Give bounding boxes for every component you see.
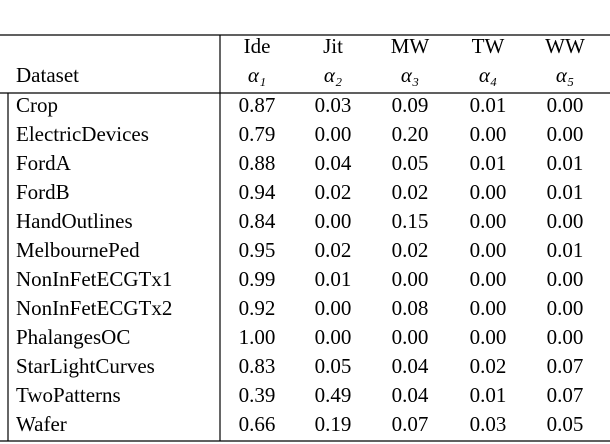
value-cell: 0.01 — [470, 151, 507, 175]
dataset-name: TwoPatterns — [16, 383, 121, 407]
value-cell: 0.04 — [315, 151, 352, 175]
value-cell: 0.05 — [315, 354, 352, 378]
dataset-name: FordA — [16, 151, 72, 175]
value-cell: 0.15 — [392, 209, 429, 233]
value-cell: 0.00 — [470, 122, 507, 146]
value-cell: 0.00 — [470, 296, 507, 320]
value-cell: 0.87 — [239, 93, 276, 117]
value-cell: 0.00 — [315, 296, 352, 320]
header-cell: α₂ — [324, 63, 342, 87]
value-cell: 0.07 — [547, 383, 584, 407]
value-cell: 0.84 — [239, 209, 276, 233]
value-cell: 0.00 — [315, 122, 352, 146]
value-cell: 0.03 — [315, 93, 352, 117]
dataset-name: FordB — [16, 180, 70, 204]
value-cell: 0.39 — [239, 383, 276, 407]
value-cell: 0.02 — [470, 354, 507, 378]
dataset-name: MelbournePed — [16, 238, 140, 262]
value-cell: 0.00 — [547, 93, 584, 117]
value-cell: 0.00 — [392, 267, 429, 291]
dataset-name: NonInFetECGTx1 — [16, 267, 172, 291]
value-cell: 0.19 — [315, 412, 352, 436]
value-cell: 0.92 — [239, 296, 276, 320]
header-cell: Dataset — [16, 63, 79, 87]
value-cell: 0.95 — [239, 238, 276, 262]
dataset-name: Crop — [16, 93, 58, 117]
dataset-name: HandOutlines — [16, 209, 133, 233]
value-cell: 0.05 — [547, 412, 584, 436]
value-cell: 0.79 — [239, 122, 276, 146]
value-cell: 0.02 — [315, 238, 352, 262]
dataset-name: Wafer — [16, 412, 67, 436]
value-cell: 0.66 — [239, 412, 276, 436]
value-cell: 0.04 — [392, 354, 429, 378]
value-cell: 0.00 — [392, 325, 429, 349]
value-cell: 0.00 — [547, 296, 584, 320]
value-cell: 0.01 — [315, 267, 352, 291]
value-cell: 0.00 — [315, 325, 352, 349]
value-cell: 0.99 — [239, 267, 276, 291]
value-cell: 0.01 — [470, 383, 507, 407]
value-cell: 0.05 — [392, 151, 429, 175]
dataset-name: PhalangesOC — [16, 325, 130, 349]
value-cell: 0.00 — [470, 238, 507, 262]
value-cell: 0.00 — [470, 209, 507, 233]
value-cell: 0.00 — [547, 325, 584, 349]
value-cell: 0.00 — [547, 267, 584, 291]
value-cell: 0.94 — [239, 180, 276, 204]
dataset-name: NonInFetECGTx2 — [16, 296, 172, 320]
value-cell: 0.08 — [392, 296, 429, 320]
header-cell: α₅ — [556, 63, 574, 87]
value-cell: 0.01 — [470, 93, 507, 117]
header-cell: α₃ — [401, 63, 419, 87]
header-cell: TW — [472, 34, 505, 58]
header-cell: WW — [545, 34, 585, 58]
value-cell: 0.07 — [392, 412, 429, 436]
header-cell: Ide — [244, 34, 271, 58]
dataset-name: ElectricDevices — [16, 122, 149, 146]
value-cell: 0.02 — [315, 180, 352, 204]
value-cell: 0.00 — [547, 209, 584, 233]
value-cell: 0.00 — [547, 122, 584, 146]
header-cell: α₄ — [479, 63, 497, 87]
value-cell: 0.00 — [470, 180, 507, 204]
value-cell: 1.00 — [239, 325, 276, 349]
value-cell: 0.02 — [392, 180, 429, 204]
value-cell: 0.20 — [392, 122, 429, 146]
value-cell: 0.00 — [470, 325, 507, 349]
value-cell: 0.01 — [547, 238, 584, 262]
value-cell: 0.01 — [547, 180, 584, 204]
value-cell: 0.02 — [392, 238, 429, 262]
value-cell: 0.49 — [315, 383, 352, 407]
value-cell: 0.83 — [239, 354, 276, 378]
value-cell: 0.07 — [547, 354, 584, 378]
value-cell: 0.01 — [547, 151, 584, 175]
value-cell: 0.88 — [239, 151, 276, 175]
value-cell: 0.00 — [315, 209, 352, 233]
header-cell: MW — [391, 34, 430, 58]
header-cell: Jit — [323, 34, 343, 58]
value-cell: 0.00 — [470, 267, 507, 291]
dataset-name: StarLightCurves — [16, 354, 155, 378]
value-cell: 0.03 — [470, 412, 507, 436]
header-cell: α₁ — [248, 63, 266, 87]
value-cell: 0.04 — [392, 383, 429, 407]
value-cell: 0.09 — [392, 93, 429, 117]
